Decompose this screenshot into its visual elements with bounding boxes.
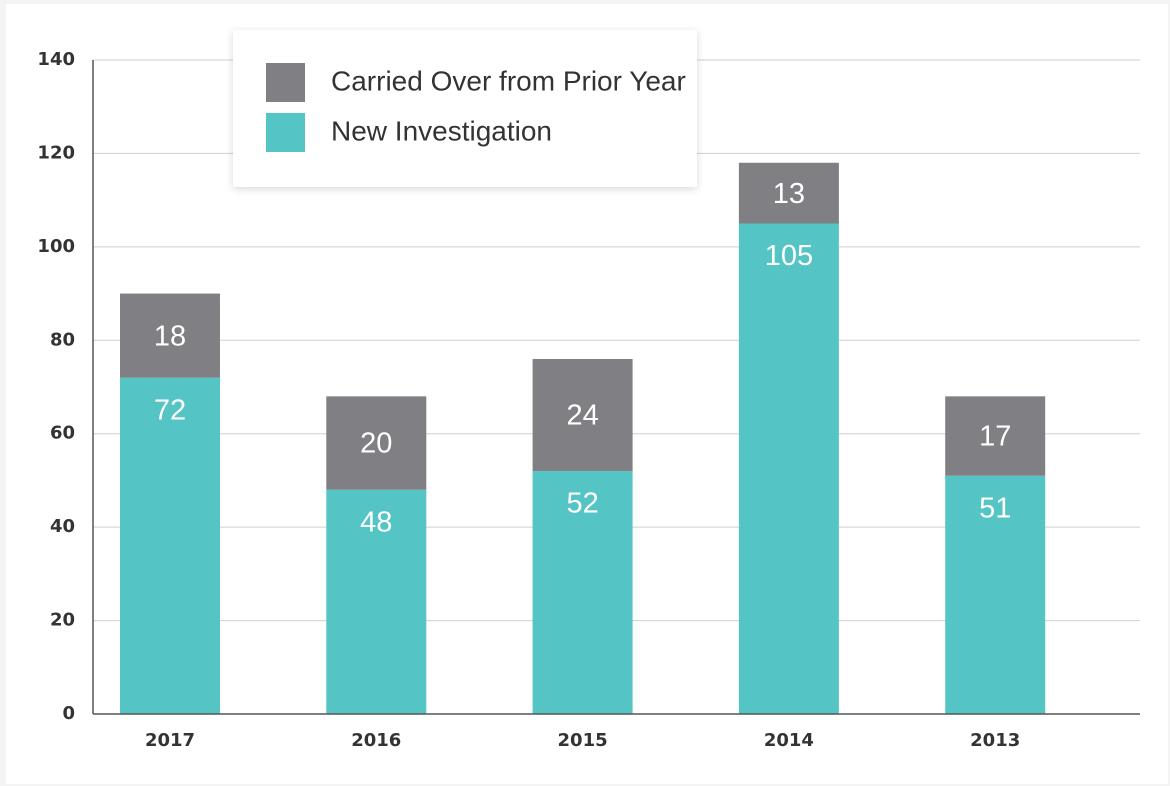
x-tick-label: 2017: [145, 730, 195, 751]
bar-segment: [532, 358, 633, 472]
legend-label: Carried Over from Prior Year: [331, 65, 686, 96]
x-tick-label: 2016: [351, 730, 401, 751]
data-label: 105: [765, 240, 813, 272]
legend-swatch: [266, 113, 305, 152]
bar-segment: [532, 471, 633, 714]
bar-segment: [326, 396, 427, 490]
data-label: 48: [360, 506, 392, 538]
legend-box: [233, 30, 697, 187]
legend: Carried Over from Prior Year New Investig…: [233, 30, 697, 187]
y-tick-label: 120: [37, 142, 75, 163]
bar-segment: [120, 293, 220, 378]
bar-segment: [326, 489, 427, 714]
data-label: 20: [360, 428, 392, 460]
legend-label: New Investigation: [331, 115, 552, 146]
data-label: 52: [566, 488, 598, 520]
data-label: 13: [773, 178, 805, 210]
bar-segment: [120, 377, 220, 714]
y-tick-label: 60: [50, 423, 75, 444]
x-tick-label: 2014: [764, 730, 814, 751]
data-label: 51: [979, 492, 1011, 524]
x-tick-label: 2015: [558, 730, 608, 751]
data-label: 24: [566, 400, 598, 432]
y-tick-label: 140: [37, 49, 75, 70]
data-label: 18: [154, 320, 186, 352]
x-tick-label: 2013: [970, 730, 1020, 751]
bar-segment: [945, 475, 1046, 714]
data-label: 72: [154, 394, 186, 426]
bar-segment: [738, 162, 839, 224]
y-tick-label: 40: [50, 516, 75, 537]
y-tick-label: 20: [50, 610, 75, 631]
data-label: 17: [979, 421, 1011, 453]
bar-segment: [945, 396, 1046, 476]
y-tick-label: 0: [62, 703, 75, 724]
y-tick-label: 80: [50, 329, 75, 350]
y-tick-label: 100: [37, 236, 75, 257]
bar-segment: [738, 223, 839, 714]
legend-swatch: [266, 63, 305, 102]
